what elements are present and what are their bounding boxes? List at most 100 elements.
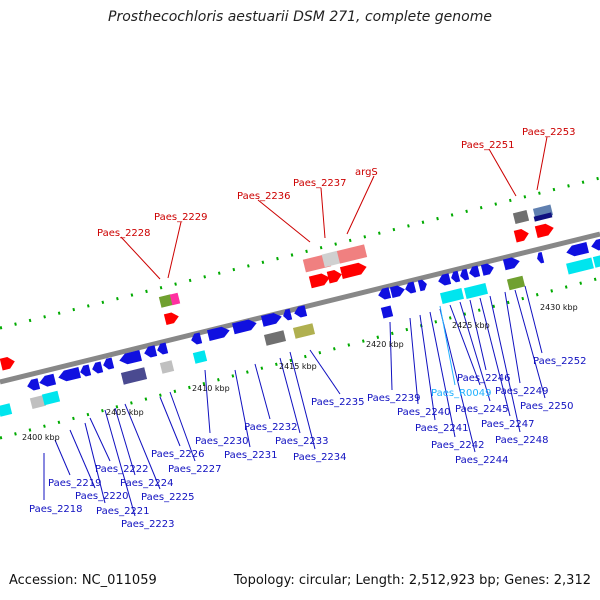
gene-label: Paes_2223 xyxy=(121,519,175,530)
gene-box xyxy=(512,209,530,225)
gene-label: Paes_2230 xyxy=(195,436,249,447)
leader-line xyxy=(429,311,456,438)
leader-line xyxy=(89,417,111,462)
gene-arrow xyxy=(163,312,179,326)
gene-arrow xyxy=(58,367,81,382)
gene-label: Paes_2220 xyxy=(75,491,129,502)
gene-box xyxy=(158,294,174,308)
leader-line xyxy=(289,351,316,450)
gene-label: Paes_2249 xyxy=(495,386,549,397)
gene-arrow xyxy=(294,305,308,318)
genome-summary-text: Topology: circular; Length: 2,512,923 bp… xyxy=(233,573,591,588)
accession-text: Accession: NC_011059 xyxy=(9,573,157,588)
gene-label: Paes_2246 xyxy=(457,373,511,384)
gene-arrow xyxy=(378,287,392,300)
leader-line xyxy=(459,301,491,402)
gene-arrow xyxy=(480,263,494,276)
gene-arrow xyxy=(207,326,230,341)
gene-track xyxy=(0,204,600,417)
gene-arrow xyxy=(144,345,158,358)
gene-arrow xyxy=(460,268,470,281)
leader-line xyxy=(524,285,543,354)
gene-label: Paes_2245 xyxy=(455,404,509,415)
gene-label: Paes_2241 xyxy=(415,423,469,434)
gene-box xyxy=(506,275,526,291)
genome-title: Prosthecochloris aestuarii DSM 271, comp… xyxy=(108,9,492,25)
gene-arrow xyxy=(502,257,520,271)
gene-arrow xyxy=(537,251,545,264)
gene-box xyxy=(29,394,47,410)
gene-label: Paes_2242 xyxy=(431,440,485,451)
gene-box xyxy=(321,250,341,268)
gene-label: Paes_2225 xyxy=(141,492,195,503)
gene-arrow xyxy=(39,373,57,387)
gene-label: Paes_2232 xyxy=(244,422,298,433)
gene-box xyxy=(0,403,13,417)
leader-line xyxy=(104,409,136,517)
gene-box xyxy=(192,350,208,364)
gene-box xyxy=(169,292,181,306)
gene-arrow xyxy=(119,350,142,365)
gene-arrow xyxy=(534,223,554,238)
gene-label: Paes_2234 xyxy=(293,452,347,463)
leader-line xyxy=(449,304,481,386)
leader-line xyxy=(167,221,182,279)
gene-box xyxy=(592,254,600,268)
gene-label: Paes_2226 xyxy=(151,449,205,460)
gene-arrow xyxy=(80,364,92,377)
gene-arrow xyxy=(92,361,104,374)
gene-label: Paes_2253 xyxy=(522,127,576,138)
leader-line xyxy=(489,295,521,433)
scale-label: 2400 kbp xyxy=(22,433,60,442)
leader-line xyxy=(234,369,251,448)
gene-label: Paes_2218 xyxy=(29,504,83,515)
gene-arrow xyxy=(283,308,293,321)
leader-line xyxy=(439,308,476,453)
gene-label: Paes_2231 xyxy=(224,450,278,461)
leader-line xyxy=(120,236,161,280)
leader-line xyxy=(439,305,456,386)
gene-arrow xyxy=(260,312,282,327)
gene-arrow xyxy=(232,319,257,335)
gene-box xyxy=(464,283,488,299)
gene-label: Paes_2227 xyxy=(168,464,222,475)
gene-label: Paes_2236 xyxy=(237,191,291,202)
leader-line xyxy=(254,363,271,420)
gene-label: Paes_2222 xyxy=(95,464,149,475)
gene-label: Paes_2221 xyxy=(96,506,150,517)
leader-line xyxy=(536,136,548,191)
gene-label: Paes_2239 xyxy=(367,393,421,404)
leader-line xyxy=(389,321,393,391)
gene-arrow xyxy=(191,332,203,345)
leader-line xyxy=(279,357,301,434)
leader-line xyxy=(257,199,311,243)
gene-label: Paes_2247 xyxy=(481,419,535,430)
label-leaders xyxy=(43,136,548,517)
leader-line xyxy=(514,289,546,399)
gene-box xyxy=(41,390,61,406)
gene-label: Paes_2237 xyxy=(293,178,347,189)
gene-label: Paes_2252 xyxy=(533,356,587,367)
gene-label: Paes_R0049 xyxy=(431,388,491,399)
leader-line xyxy=(346,175,375,235)
leader-line xyxy=(488,148,517,197)
gene-label: Paes_2219 xyxy=(48,478,102,489)
gene-label: Paes_2228 xyxy=(97,228,151,239)
gene-box xyxy=(159,360,175,374)
gene-arrow xyxy=(157,342,169,355)
gene-label: Paes_2233 xyxy=(275,436,329,447)
gene-arrow xyxy=(326,270,342,284)
leader-line xyxy=(69,429,96,489)
gene-arrow xyxy=(451,270,461,283)
leader-line xyxy=(479,297,511,417)
gene-box xyxy=(533,212,553,222)
gene-arrow xyxy=(103,357,115,370)
gene-box xyxy=(440,288,464,304)
leader-line xyxy=(309,349,341,395)
scale-label: 2415 kbp xyxy=(279,362,317,371)
gene-box xyxy=(336,244,368,264)
gene-label: Paes_2251 xyxy=(461,140,515,151)
gene-label: Paes_2250 xyxy=(520,401,574,412)
gene-label: Paes_2244 xyxy=(455,455,509,466)
